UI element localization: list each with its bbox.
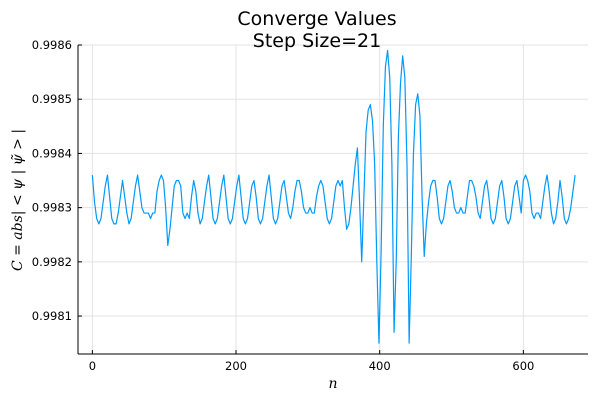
y-tick-label: 0.9982 — [32, 255, 72, 269]
y-axis-label: C = abs| < ψ | ψ̃ > | — [10, 129, 26, 271]
x-axis-label: n — [328, 376, 337, 392]
y-tick-label: 0.9981 — [32, 309, 72, 323]
x-tick-label: 400 — [369, 359, 391, 373]
y-tick-label: 0.9985 — [32, 92, 72, 106]
axes — [77, 45, 588, 355]
chart-title: Converge Values — [237, 8, 396, 30]
y-tick-label: 0.9986 — [32, 38, 72, 52]
x-tick-label: 600 — [512, 359, 534, 373]
chart-subtitle: Step Size=21 — [253, 30, 381, 52]
grid — [78, 44, 588, 354]
y-tick-label: 0.9984 — [32, 146, 72, 160]
x-tick-label: 200 — [225, 359, 247, 373]
series-line — [91, 49, 576, 344]
x-tick-label: 0 — [89, 359, 96, 373]
y-ticks: 0.9981 0.9982 0.9983 0.9984 0.9985 0.9986 — [32, 38, 82, 323]
x-ticks: 0 200 400 600 — [89, 350, 534, 373]
series — [91, 49, 576, 344]
y-tick-label: 0.9983 — [32, 201, 72, 215]
